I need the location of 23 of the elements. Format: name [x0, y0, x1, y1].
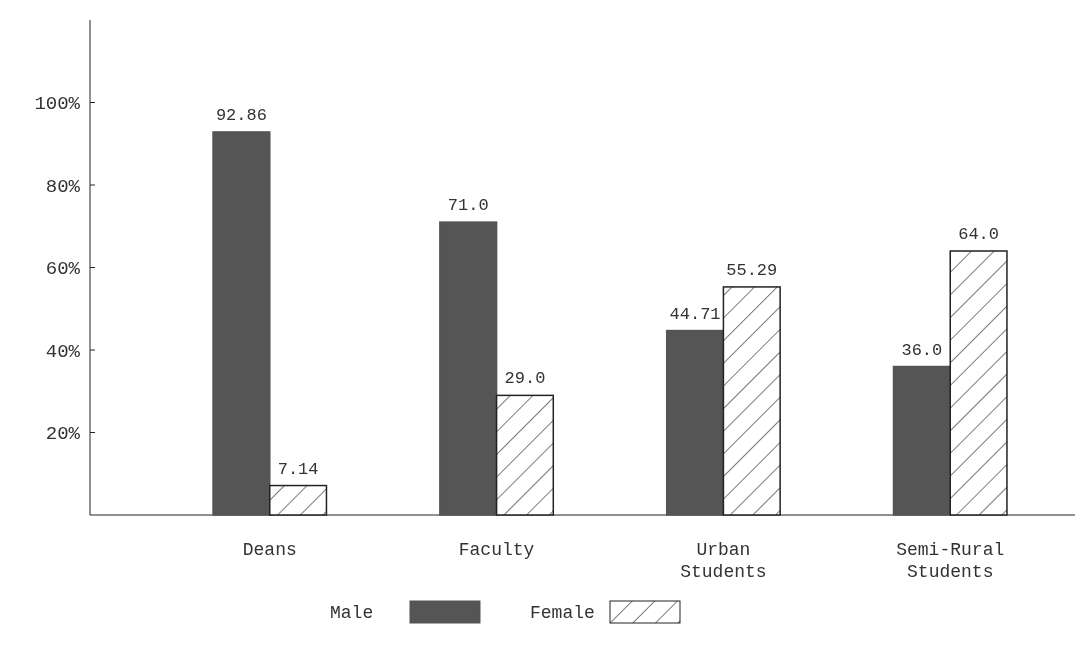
data-label: 44.71: [669, 304, 721, 324]
x-tick-label: Deans: [242, 540, 297, 560]
y-tick-label: 40%: [45, 340, 81, 363]
y-tick-label: 60%: [45, 258, 81, 281]
x-tick-label: Semi-Rural Students: [896, 540, 1005, 582]
data-label: 29.0: [504, 369, 546, 389]
x-tick-label: Urban Students: [680, 540, 767, 582]
bar: [212, 131, 271, 516]
x-tick-label: Faculty: [458, 540, 535, 560]
legend-label: Female: [530, 603, 595, 624]
data-label: 55.29: [726, 260, 778, 280]
y-tick-label: 80%: [45, 175, 81, 198]
data-label: 92.86: [215, 105, 267, 125]
bar: [892, 365, 951, 516]
bar: [439, 221, 498, 516]
y-tick-label: 100%: [34, 93, 81, 116]
data-label: 64.0: [958, 225, 999, 244]
data-label: 7.14: [277, 459, 319, 479]
y-tick-label: 20%: [45, 423, 81, 446]
data-label: 71.0: [447, 196, 489, 216]
legend-label: Male: [330, 603, 374, 624]
bar: [665, 329, 725, 516]
data-label: 36.0: [901, 340, 943, 360]
